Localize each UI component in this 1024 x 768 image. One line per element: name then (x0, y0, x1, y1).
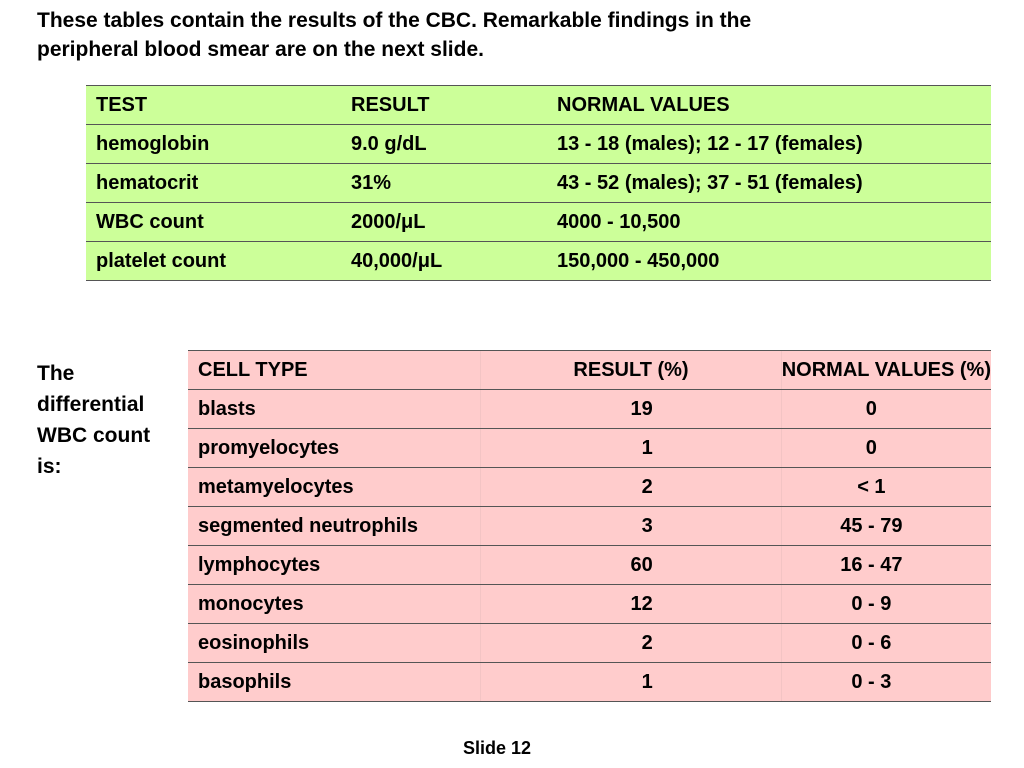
cell-normal-values: 16 - 47 (780, 545, 991, 585)
table-row: platelet count 40,000/μL 150,000 - 450,0… (86, 241, 991, 281)
differential-wbc-table: CELL TYPE RESULT (%) NORMAL VALUES (%) b… (188, 350, 991, 702)
test-name: hematocrit (86, 163, 341, 203)
slide-heading: These tables contain the results of the … (37, 6, 997, 64)
cell-type: segmented neutrophils (188, 506, 481, 546)
cell-type: eosinophils (188, 623, 481, 663)
cell-type: basophils (188, 662, 481, 702)
cell-result: 12 (480, 584, 782, 624)
cell-result: 2 (480, 467, 782, 507)
test-result: 9.0 g/dL (341, 124, 547, 164)
table-header-row: TEST RESULT NORMAL VALUES (86, 85, 991, 125)
differential-label: The differential WBC count is: (37, 358, 182, 482)
test-normal-values: 4000 - 10,500 (547, 202, 991, 242)
differential-label-line: The (37, 362, 75, 385)
header-result: RESULT (341, 85, 547, 125)
cell-normal-values: 0 - 3 (780, 662, 991, 702)
header-normal-values-percent: NORMAL VALUES (%) (780, 350, 991, 390)
test-normal-values: 150,000 - 450,000 (547, 241, 991, 281)
header-cell-type: CELL TYPE (188, 350, 481, 390)
slide-number: Slide 12 (462, 738, 532, 758)
table-row: eosinophils 2 0 - 6 (188, 623, 991, 663)
cell-normal-values: 0 - 6 (780, 623, 991, 663)
cell-normal-values: < 1 (780, 467, 991, 507)
table-row: WBC count 2000/μL 4000 - 10,500 (86, 202, 991, 242)
header-normal-values: NORMAL VALUES (547, 85, 991, 125)
cell-type: metamyelocytes (188, 467, 481, 507)
table-row: hematocrit 31% 43 - 52 (males); 37 - 51 … (86, 163, 991, 203)
table-header-row: CELL TYPE RESULT (%) NORMAL VALUES (%) (188, 350, 991, 390)
cell-result: 60 (480, 545, 782, 585)
test-name: hemoglobin (86, 124, 341, 164)
cell-normal-values: 0 - 9 (780, 584, 991, 624)
table-row: monocytes 12 0 - 9 (188, 584, 991, 624)
cell-normal-values: 0 (780, 389, 991, 429)
differential-label-line: is: (37, 455, 62, 478)
table-row: metamyelocytes 2 < 1 (188, 467, 991, 507)
cell-normal-values: 0 (780, 428, 991, 468)
test-name: WBC count (86, 202, 341, 242)
cell-type: lymphocytes (188, 545, 481, 585)
table-row: basophils 1 0 - 3 (188, 662, 991, 702)
header-result-percent: RESULT (%) (480, 350, 782, 390)
test-result: 31% (341, 163, 547, 203)
heading-line-1: These tables contain the results of the … (37, 9, 752, 32)
table-row: blasts 19 0 (188, 389, 991, 429)
heading-line-2: peripheral blood smear are on the next s… (37, 38, 484, 61)
table-row: hemoglobin 9.0 g/dL 13 - 18 (males); 12 … (86, 124, 991, 164)
table-row: segmented neutrophils 3 45 - 79 (188, 506, 991, 546)
cell-result: 2 (480, 623, 782, 663)
differential-label-line: differential (37, 393, 145, 416)
cell-result: 3 (480, 506, 782, 546)
cell-type: promyelocytes (188, 428, 481, 468)
differential-label-line: WBC count (37, 424, 151, 447)
test-name: platelet count (86, 241, 341, 281)
cell-type: blasts (188, 389, 481, 429)
test-result: 2000/μL (341, 202, 547, 242)
cell-result: 19 (480, 389, 782, 429)
cell-type: monocytes (188, 584, 481, 624)
cbc-results-table: TEST RESULT NORMAL VALUES hemoglobin 9.0… (86, 85, 991, 281)
test-result: 40,000/μL (341, 241, 547, 281)
test-normal-values: 13 - 18 (males); 12 - 17 (females) (547, 124, 991, 164)
cell-normal-values: 45 - 79 (780, 506, 991, 546)
table-row: promyelocytes 1 0 (188, 428, 991, 468)
header-test: TEST (86, 85, 341, 125)
table-row: lymphocytes 60 16 - 47 (188, 545, 991, 585)
test-normal-values: 43 - 52 (males); 37 - 51 (females) (547, 163, 991, 203)
cell-result: 1 (480, 428, 782, 468)
cell-result: 1 (480, 662, 782, 702)
